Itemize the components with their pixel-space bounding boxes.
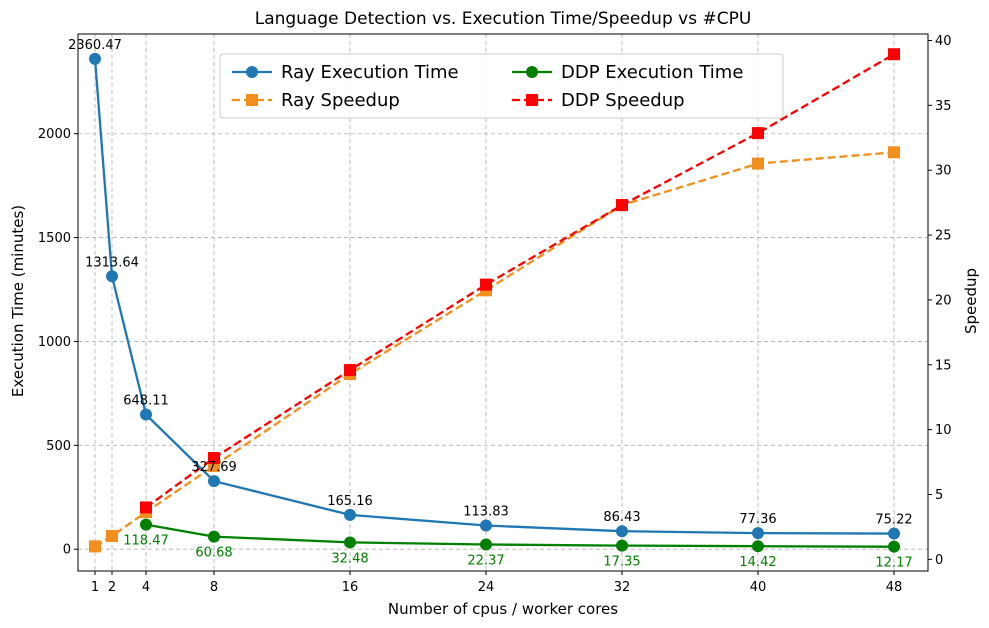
point-labels: 118.47 60.68 32.48 22.37 17.35 14.42 12.17 2360… [68,38,912,571]
ray-execution-time-data-label: 75.22 [875,513,912,528]
legend: Ray Execution Time Ray Speedup DDP Executi… [219,53,784,119]
y-right-tick-label: 25 [935,229,952,244]
x-axis-label: Number of cpus / worker cores [388,600,618,618]
x-tick-label: 2 [108,580,116,595]
ray-execution-time-point [480,519,492,532]
plot-frame [77,33,929,572]
legend-entry-ray-speedup: Ray Speedup [232,90,400,111]
ray-speedup-point [888,146,900,159]
legend-entry-ray-execution-time: Ray Execution Time [232,62,459,83]
legend-label: DDP Speedup [561,90,685,111]
ddp-speedup-point [752,127,764,140]
y-right-tick-label: 35 [935,99,952,114]
y-axis-label-left: Execution Time (minutes) [9,205,27,397]
x-tick-label: 1 [91,580,99,595]
x-tick-label: 16 [342,580,359,595]
ddp-execution-time-data-label: 14.42 [739,555,776,570]
ray-execution-time-data-label: 2360.47 [68,38,122,53]
ddp-speedup-point [888,48,900,61]
legend-box [219,53,784,119]
grid-lines [78,34,928,571]
legend-marker [526,66,538,78]
y-right-tick-label: 0 [935,553,943,568]
ddp-execution-time-point [616,539,628,552]
ddp-execution-time-data-label: 12.17 [875,556,912,571]
ray-execution-time-point [208,475,220,488]
legend-entry-ddp-speedup: DDP Speedup [512,90,685,111]
series-ddp-speedup [140,48,900,514]
ray-execution-time-data-label: 648.11 [123,394,169,409]
ray-execution-time-point [89,52,101,65]
ray-execution-time-point [106,270,118,283]
ray-execution-time-data-label: 113.83 [463,505,509,520]
series-layer [89,48,900,553]
ddp-execution-time-point [888,540,900,553]
ddp-speedup-point [140,501,152,514]
series-ray-execution-time [89,52,900,540]
y-right-tick-label: 40 [935,34,952,49]
ray-execution-time-data-label: 165.16 [327,494,373,509]
legend-marker [526,94,538,106]
y-right-tick-label: 20 [935,293,952,308]
legend-marker [246,94,258,106]
axis-ticks: 1 2 4 8 16 24 32 40 4805001000150020000510152025… [38,34,952,595]
legend-label: Ray Speedup [281,90,400,111]
x-tick-label: 40 [750,580,767,595]
ray-execution-time-data-label: 1313.64 [85,255,139,270]
series-ray-speedup [89,146,900,553]
ddp-speedup-point [616,199,628,212]
ray-speedup-point [106,529,118,542]
ddp-execution-time-data-label: 60.68 [195,546,232,561]
ddp-execution-time-point [208,530,220,543]
ray-execution-time-point [888,527,900,540]
x-tick-label: 32 [614,580,631,595]
x-tick-label: 4 [142,580,150,595]
ray-speedup-point [752,157,764,170]
ray-execution-time-point [616,525,628,538]
ddp-execution-time-data-label: 17.35 [603,555,640,570]
y-right-tick-label: 15 [935,358,952,373]
y-left-tick-label: 1000 [38,335,71,350]
ddp-speedup-point [480,278,492,291]
ddp-execution-time-data-label: 118.47 [123,534,169,549]
ddp-execution-time-point [752,540,764,553]
ray-execution-time-data-label: 327.69 [191,460,237,475]
ddp-execution-time-data-label: 22.37 [467,554,504,569]
y-left-tick-label: 2000 [38,127,71,142]
y-right-tick-label: 10 [935,423,952,438]
legend-entry-ddp-execution-time: DDP Execution Time [512,62,743,83]
ddp-speedup-point [208,452,220,465]
ray-execution-time-data-label: 86.43 [603,510,640,525]
legend-label: DDP Execution Time [561,62,743,83]
ray-execution-time-point [344,508,356,521]
x-tick-label: 8 [210,580,218,595]
y-left-tick-label: 500 [46,439,71,454]
ray-execution-time-point [752,527,764,540]
ray-speedup-point [89,540,101,553]
x-tick-label: 24 [478,580,495,595]
y-right-tick-label: 30 [935,164,952,179]
ddp-speedup-point [344,364,356,377]
ddp-execution-time-point [344,536,356,549]
series-ddp-execution-time [140,518,900,553]
y-left-tick-label: 1500 [38,231,71,246]
ddp-execution-time-point [480,538,492,551]
ddp-execution-time-point [140,518,152,531]
ray-execution-time-data-label: 77.36 [739,512,776,527]
x-tick-label: 48 [886,580,903,595]
y-left-tick-label: 0 [63,543,71,558]
ray-execution-time-point [140,408,152,421]
legend-label: Ray Execution Time [281,62,459,83]
chart-title: Language Detection vs. Execution Time/Sp… [255,9,752,29]
y-axis-label-right: Speedup [962,268,980,334]
ddp-speedup-line [145,53,895,509]
ray-speedup-line [94,151,895,548]
y-right-tick-label: 5 [935,488,943,503]
ddp-execution-time-data-label: 32.48 [331,551,368,566]
legend-marker [246,66,258,78]
